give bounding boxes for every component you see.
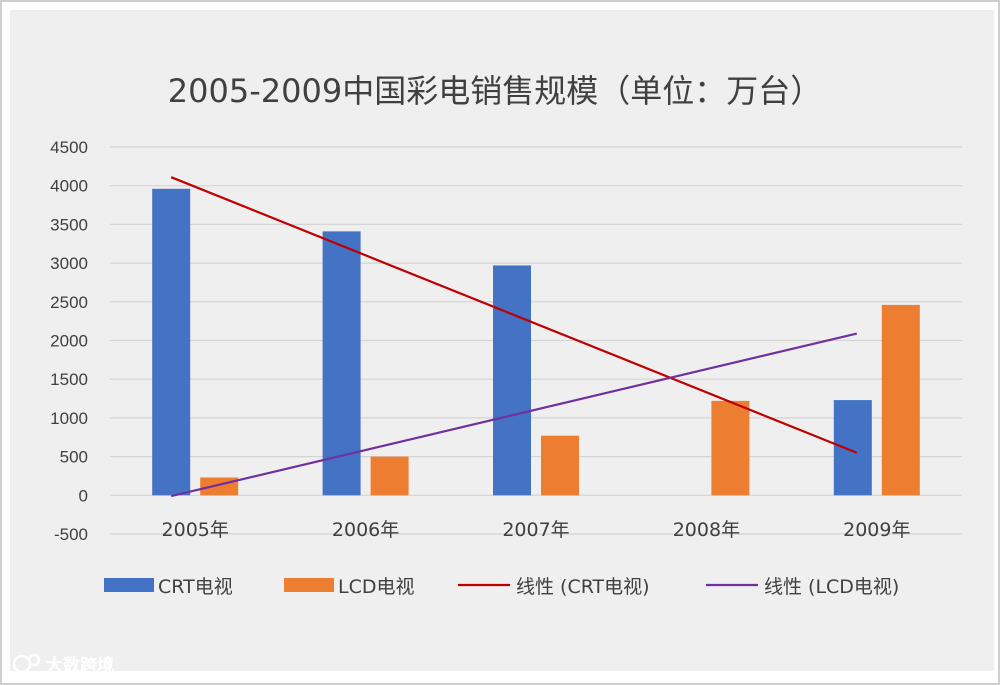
y-tick-label: 2000 (50, 332, 88, 351)
trendline-crt (170, 176, 858, 454)
legend-trend-lcd-label: 线性 (LCD电视) (764, 576, 899, 598)
y-tick-label: -500 (54, 525, 88, 544)
y-tick-label: 1000 (50, 409, 88, 428)
x-tick-label: 2007年 (502, 519, 569, 541)
chart-title: 2005-2009中国彩电销售规模（单位：万台） (168, 72, 822, 110)
y-tick-label: 3500 (50, 215, 88, 234)
watermark-text: 大数跨境 (46, 655, 114, 676)
y-tick-label: 0 (79, 486, 88, 505)
bar-lcd (370, 456, 409, 496)
bar-lcd (881, 304, 920, 496)
x-tick-label: 2006年 (332, 519, 399, 541)
y-axis: 4500 4000 3500 3000 2500 2000 1500 1000 500 0 -500 (50, 138, 88, 544)
watermark: 大数跨境 (12, 653, 114, 676)
legend-trend-crt-label: 线性 (CRT电视) (516, 576, 650, 598)
bar-lcd (200, 477, 239, 496)
x-axis: 2005年 2006年 2007年 2008年 2009年 (162, 519, 911, 541)
bar-crt (322, 231, 361, 496)
legend: CRT电视 LCD电视 线性 (CRT电视) 线性 (LCD电视) (104, 576, 899, 598)
legend-lcd-swatch (284, 578, 334, 592)
legend-lcd-label: LCD电视 (338, 576, 414, 598)
y-tick-label: 1500 (50, 370, 88, 389)
legend-crt-label: CRT电视 (158, 576, 233, 598)
y-tick-label: 3000 (50, 254, 88, 273)
y-tick-label: 4000 (50, 177, 88, 196)
y-tick-label: 2500 (50, 293, 88, 312)
x-tick-label: 2005年 (162, 519, 229, 541)
bar-crt (152, 188, 191, 496)
grid-lines (110, 146, 962, 535)
y-tick-label: 500 (60, 448, 88, 467)
y-tick-label: 4500 (50, 138, 88, 157)
x-tick-label: 2009年 (843, 519, 910, 541)
bar-lcd (541, 435, 579, 496)
bars (152, 188, 920, 496)
logo-icon (12, 653, 41, 674)
bar-crt (493, 265, 531, 496)
trendlines (170, 176, 858, 498)
trendline-lcd (170, 332, 858, 498)
legend-crt-swatch (104, 578, 154, 592)
x-tick-label: 2008年 (673, 519, 740, 541)
bar-lcd (711, 400, 750, 496)
bar-crt (833, 400, 872, 496)
